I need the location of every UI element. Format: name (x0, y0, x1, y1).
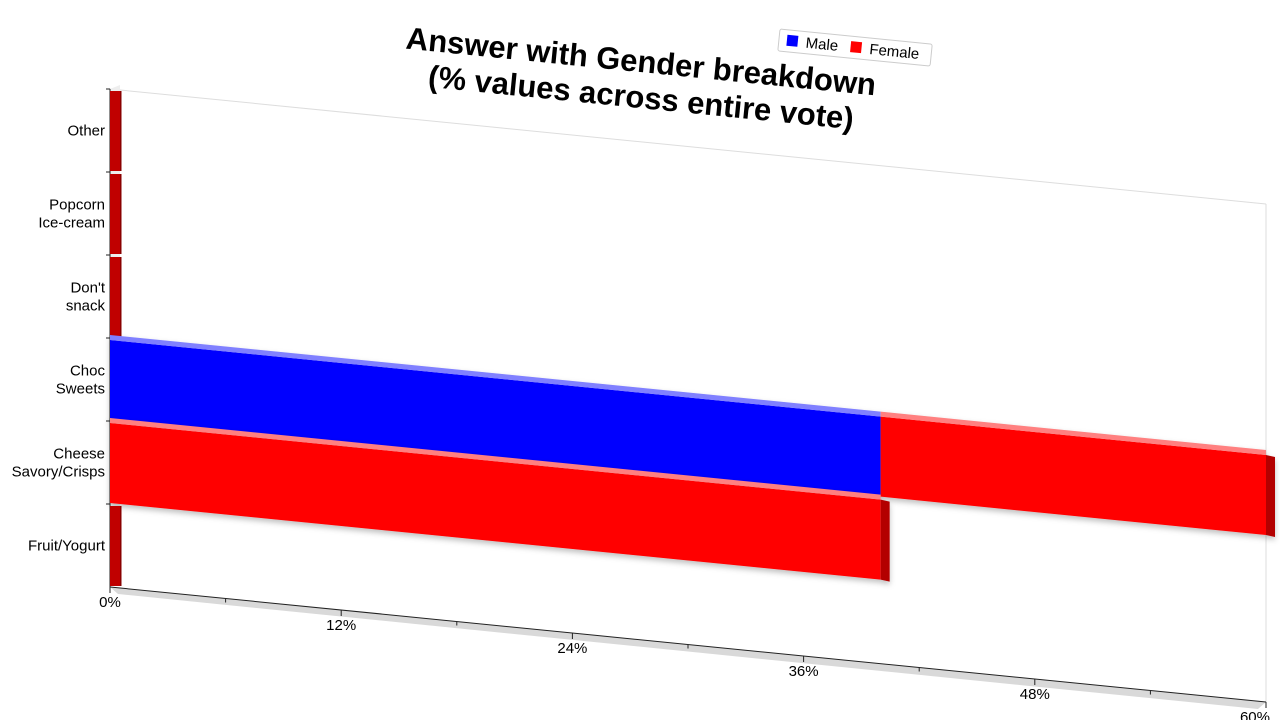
legend-swatch-female (850, 41, 863, 54)
bar-zero-stub-edge (120, 174, 122, 254)
plot-top-edge (109, 88, 1267, 205)
x-axis: 0% 12% 24% 36% 48% 60% (99, 586, 1270, 720)
bar-female-end-face (1266, 455, 1275, 538)
category-label: Other (67, 123, 105, 140)
category-labels: Other Popcorn Ice-cream Don't snack Choc Sweet… (12, 88, 110, 555)
category-label-line: Fruit/Yogurt (28, 538, 106, 555)
bar-zero-stub-edge (120, 257, 122, 337)
bar-zero-stub (110, 257, 120, 337)
category-label-line: Savory/Crisps (12, 464, 105, 481)
bars (110, 91, 1275, 586)
bar-zero-stub-edge (120, 91, 122, 171)
bar-male-top-face (110, 335, 881, 417)
category-label-line: Choc (70, 363, 106, 380)
bar-zero-stub (110, 174, 120, 254)
bar-female-end-face (880, 499, 890, 582)
chart-legend: Male Female (777, 28, 933, 67)
category-label-line: Don't (70, 280, 105, 297)
category-label-line: Sweets (56, 381, 105, 398)
category-label: Cheese Savory/Crisps (12, 446, 105, 481)
x-tick-label: 60% (1240, 709, 1270, 720)
category-label-line: Cheese (53, 446, 105, 463)
category-label-line: Ice-cream (38, 215, 105, 232)
category-label: Choc Sweets (56, 363, 106, 398)
category-label: Popcorn Ice-cream (38, 197, 105, 232)
bar-zero-stub (110, 506, 120, 586)
legend-label-female: Female (869, 41, 920, 63)
category-label-line: snack (66, 298, 106, 315)
x-tick-label: 0% (99, 594, 121, 611)
bar-group (110, 418, 890, 582)
bar-female (110, 423, 881, 580)
bar-female (880, 416, 1266, 536)
legend-swatch-male (786, 34, 799, 47)
x-tick-label: 24% (557, 640, 587, 657)
x-tick-label: 36% (789, 663, 819, 680)
bar-male (110, 340, 881, 497)
category-label-line: Other (67, 123, 105, 140)
legend-label-male: Male (805, 35, 839, 55)
x-tick-label: 48% (1020, 686, 1050, 703)
bar-zero-stub-edge (120, 506, 122, 586)
category-label: Fruit/Yogurt (28, 538, 106, 555)
x-tick-label: 12% (326, 617, 356, 634)
category-label: Don't snack (66, 280, 106, 315)
bar-zero-stub (110, 91, 120, 171)
bar-female-top-face (110, 418, 881, 500)
category-label-line: Popcorn (49, 197, 105, 214)
bar-female-top-face (880, 411, 1266, 456)
bar-group (110, 335, 1275, 538)
